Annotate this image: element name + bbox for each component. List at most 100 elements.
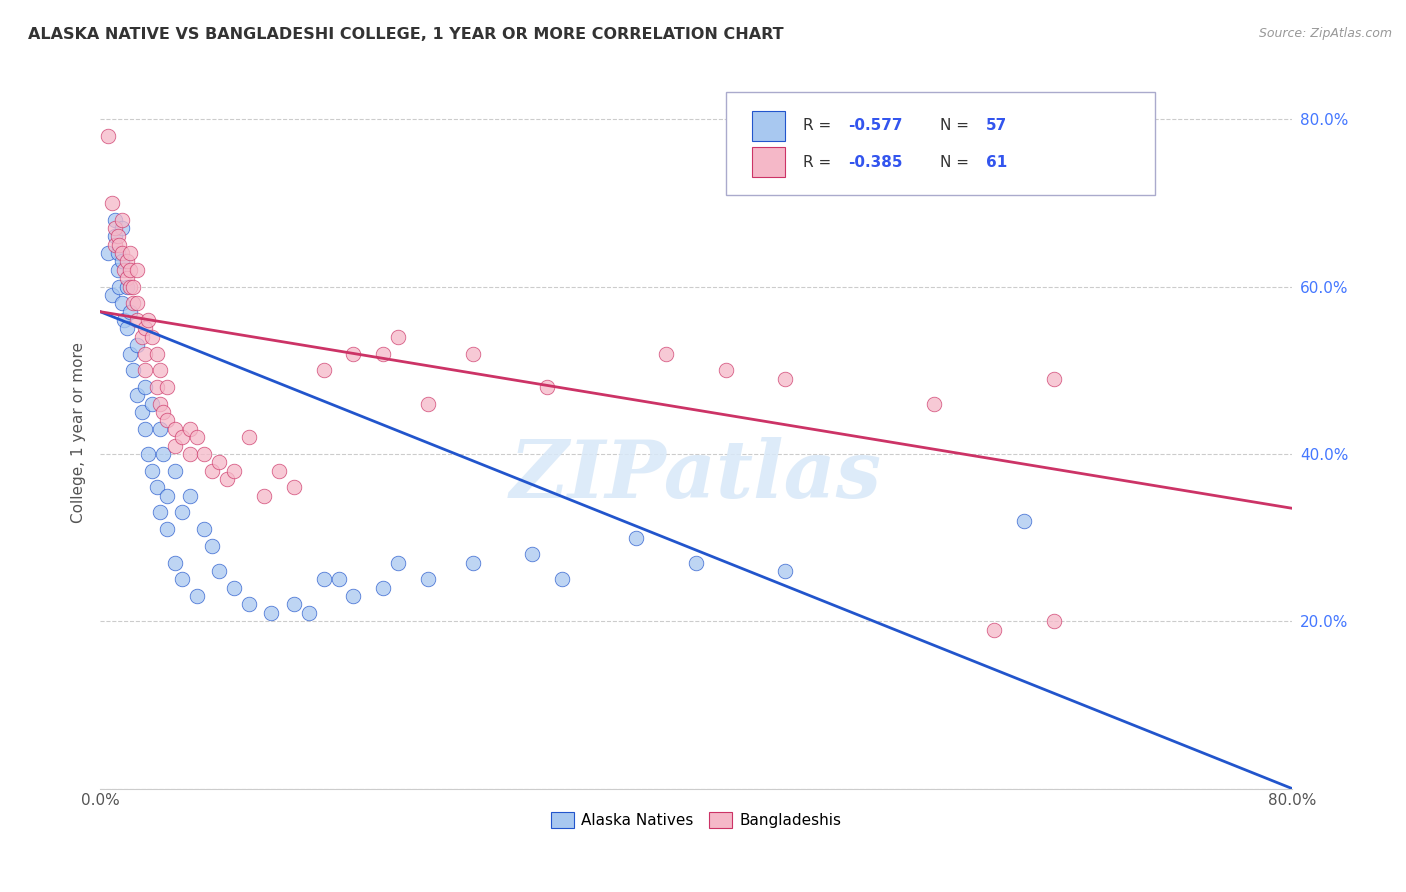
Point [111, 246, 134, 260]
Point [775, 371, 797, 385]
Point [104, 221, 127, 235]
Point [127, 313, 149, 327]
Point [104, 237, 127, 252]
Point [179, 489, 201, 503]
Point [115, 271, 138, 285]
Text: R =: R = [803, 119, 837, 133]
Point [97, 246, 120, 260]
Point [551, 573, 574, 587]
Point [193, 522, 215, 536]
Point [149, 397, 172, 411]
Point [387, 556, 409, 570]
Point [283, 480, 305, 494]
Text: 57: 57 [986, 119, 1007, 133]
Point [626, 531, 648, 545]
Point [416, 573, 439, 587]
Point [107, 263, 129, 277]
Point [101, 195, 124, 210]
Text: N =: N = [941, 154, 974, 169]
Point [156, 522, 179, 536]
Point [170, 573, 193, 587]
Point [134, 422, 156, 436]
Point [108, 237, 131, 252]
Point [260, 606, 283, 620]
Point [141, 464, 163, 478]
Point [107, 246, 129, 260]
Point [127, 388, 149, 402]
FancyBboxPatch shape [752, 111, 786, 141]
Point [136, 313, 159, 327]
Point [238, 598, 260, 612]
Point [342, 346, 364, 360]
Point [201, 539, 224, 553]
Point [312, 573, 335, 587]
Point [112, 313, 135, 327]
Point [131, 330, 153, 344]
Point [267, 464, 290, 478]
Point [104, 212, 127, 227]
Text: N =: N = [941, 119, 974, 133]
Point [215, 472, 238, 486]
Point [118, 279, 141, 293]
Legend: Alaska Natives, Bangladeshis: Alaska Natives, Bangladeshis [544, 806, 848, 834]
Text: R =: R = [803, 154, 837, 169]
Point [163, 464, 186, 478]
Point [97, 128, 120, 143]
Point [141, 330, 163, 344]
Point [152, 447, 174, 461]
Point [163, 438, 186, 452]
Point [136, 447, 159, 461]
Text: ZIPatlas: ZIPatlas [510, 437, 882, 515]
Point [118, 346, 141, 360]
Point [522, 547, 544, 561]
Point [104, 229, 127, 244]
Point [111, 212, 134, 227]
Point [145, 480, 167, 494]
Point [156, 413, 179, 427]
Point [342, 589, 364, 603]
Point [122, 279, 145, 293]
Point [107, 229, 129, 244]
Point [373, 581, 395, 595]
Point [328, 573, 350, 587]
Point [201, 464, 224, 478]
Point [1042, 614, 1064, 628]
Point [127, 296, 149, 310]
Point [179, 422, 201, 436]
Point [149, 506, 172, 520]
Point [461, 346, 484, 360]
Point [373, 346, 395, 360]
Point [312, 363, 335, 377]
Point [714, 363, 737, 377]
Point [134, 380, 156, 394]
Point [122, 363, 145, 377]
Point [170, 430, 193, 444]
Point [193, 447, 215, 461]
Point [115, 279, 138, 293]
Point [387, 330, 409, 344]
Point [163, 422, 186, 436]
Point [253, 489, 276, 503]
Point [134, 346, 156, 360]
Point [224, 581, 246, 595]
Text: ALASKA NATIVE VS BANGLADESHI COLLEGE, 1 YEAR OR MORE CORRELATION CHART: ALASKA NATIVE VS BANGLADESHI COLLEGE, 1 … [28, 27, 783, 42]
Y-axis label: College, 1 year or more: College, 1 year or more [72, 343, 86, 524]
Point [141, 397, 163, 411]
Point [208, 455, 231, 469]
Point [152, 405, 174, 419]
Point [115, 254, 138, 268]
Point [283, 598, 305, 612]
Point [101, 288, 124, 302]
Point [685, 556, 707, 570]
Point [156, 489, 179, 503]
Point [1012, 514, 1035, 528]
Point [208, 564, 231, 578]
Point [145, 380, 167, 394]
Point [170, 506, 193, 520]
Point [186, 589, 208, 603]
Point [111, 254, 134, 268]
Point [163, 556, 186, 570]
Point [156, 380, 179, 394]
Text: -0.385: -0.385 [849, 154, 903, 169]
Point [149, 363, 172, 377]
